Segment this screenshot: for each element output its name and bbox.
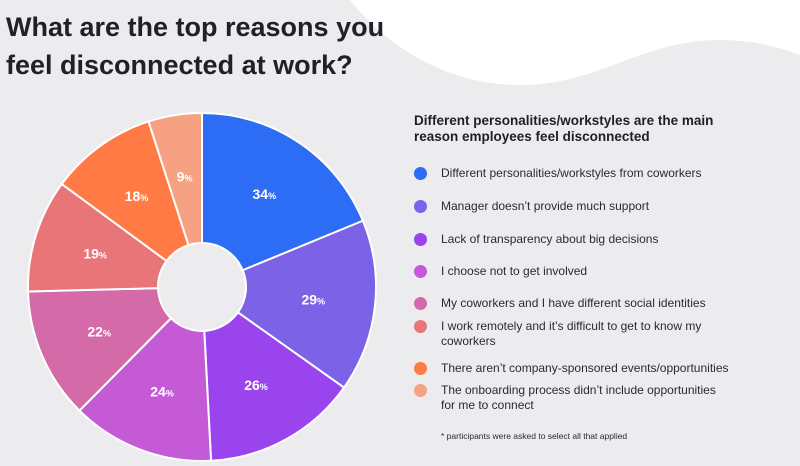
chart-subtitle: Different personalities/workstyles are t… (414, 113, 714, 144)
legend-swatch (414, 320, 427, 333)
legend-item: Different personalities/workstyles from … (414, 166, 761, 181)
legend-swatch (414, 384, 427, 397)
legend-label: I choose not to get involved (441, 264, 588, 278)
legend-item: I work remotely and it’s difficult to ge… (414, 319, 761, 349)
legend-item: There aren’t company-sponsored events/op… (414, 361, 761, 376)
legend-label: Manager doesn’t provide much support (441, 199, 650, 213)
legend-swatch (414, 167, 427, 180)
legend-label: Lack of transparency about big decisions (441, 232, 659, 246)
legend-item: Manager doesn’t provide much support (414, 199, 761, 214)
legend-swatch (414, 200, 427, 213)
donut-slice-1 (201, 111, 365, 272)
donut-slice-4 (78, 316, 213, 462)
legend-item: I choose not to get involved (414, 264, 761, 279)
title-line-1: What are the top reasons you (6, 12, 385, 42)
donut-slice-5 (27, 287, 173, 412)
legend-label: Different personalities/workstyles from … (441, 166, 702, 180)
legend-label: My coworkers and I have different social… (441, 296, 706, 310)
footnote: * participants were asked to select all … (441, 431, 628, 441)
donut-slice-6 (27, 182, 168, 293)
legend-swatch (414, 265, 427, 278)
legend-label: I work remotely and it’s difficult to ge… (441, 319, 702, 348)
donut-slice-8 (147, 111, 203, 247)
legend-swatch (414, 233, 427, 246)
page-title: What are the top reasons you feel discon… (6, 8, 406, 84)
legend-label: The onboarding process didn’t include op… (441, 383, 716, 412)
donut-slice-3 (203, 311, 346, 462)
legend-item: My coworkers and I have different social… (414, 296, 761, 311)
legend-swatch (414, 362, 427, 375)
legend-item: The onboarding process didn’t include op… (414, 383, 761, 413)
legend-panel: Different personalities/workstyles are t… (414, 113, 794, 412)
donut-slice-7 (60, 120, 190, 263)
legend-item: Lack of transparency about big decisions (414, 232, 761, 247)
title-line-2: feel disconnected at work? (6, 50, 353, 80)
legend-label: There aren’t company-sponsored events/op… (441, 361, 729, 375)
legend-swatch (414, 297, 427, 310)
donut-slice-2 (236, 219, 377, 389)
